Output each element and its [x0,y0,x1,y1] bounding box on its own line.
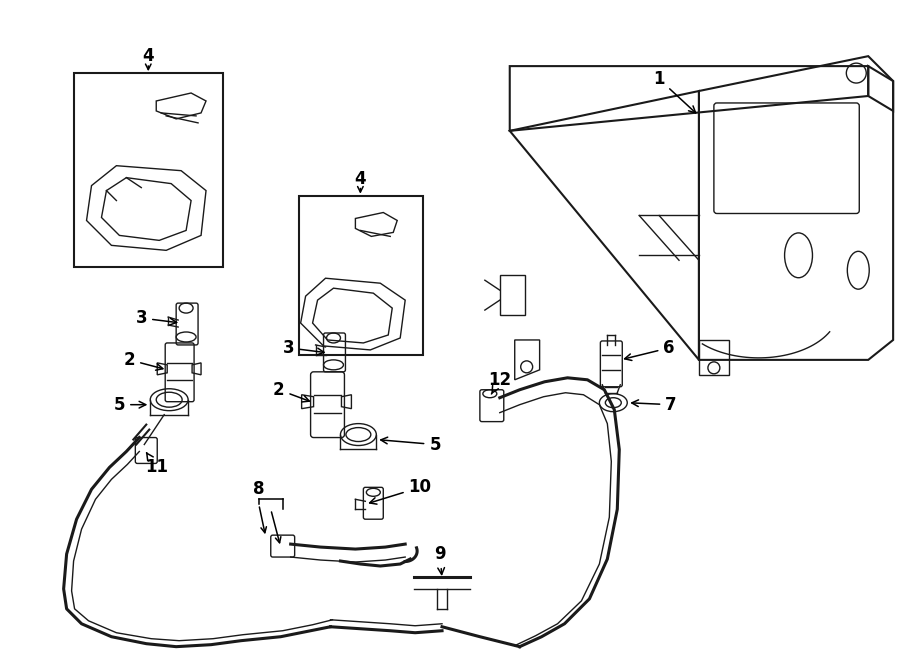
Text: 3: 3 [136,309,176,327]
Text: 5: 5 [381,436,441,453]
Text: 2: 2 [273,381,310,402]
Text: 2: 2 [123,351,163,370]
Text: 3: 3 [283,339,324,357]
Text: 9: 9 [434,545,446,574]
Text: 1: 1 [653,70,696,113]
Text: 6: 6 [625,339,675,360]
Text: 7: 7 [632,396,677,414]
Bar [74,73,223,267]
Text: 11: 11 [145,453,167,477]
Text: 4: 4 [355,170,366,188]
Text: 4: 4 [142,47,154,65]
Text: 8: 8 [253,481,265,498]
Bar [299,196,423,355]
Text: 10: 10 [370,479,432,504]
Text: 5: 5 [113,396,146,414]
Text: 12: 12 [488,371,511,394]
